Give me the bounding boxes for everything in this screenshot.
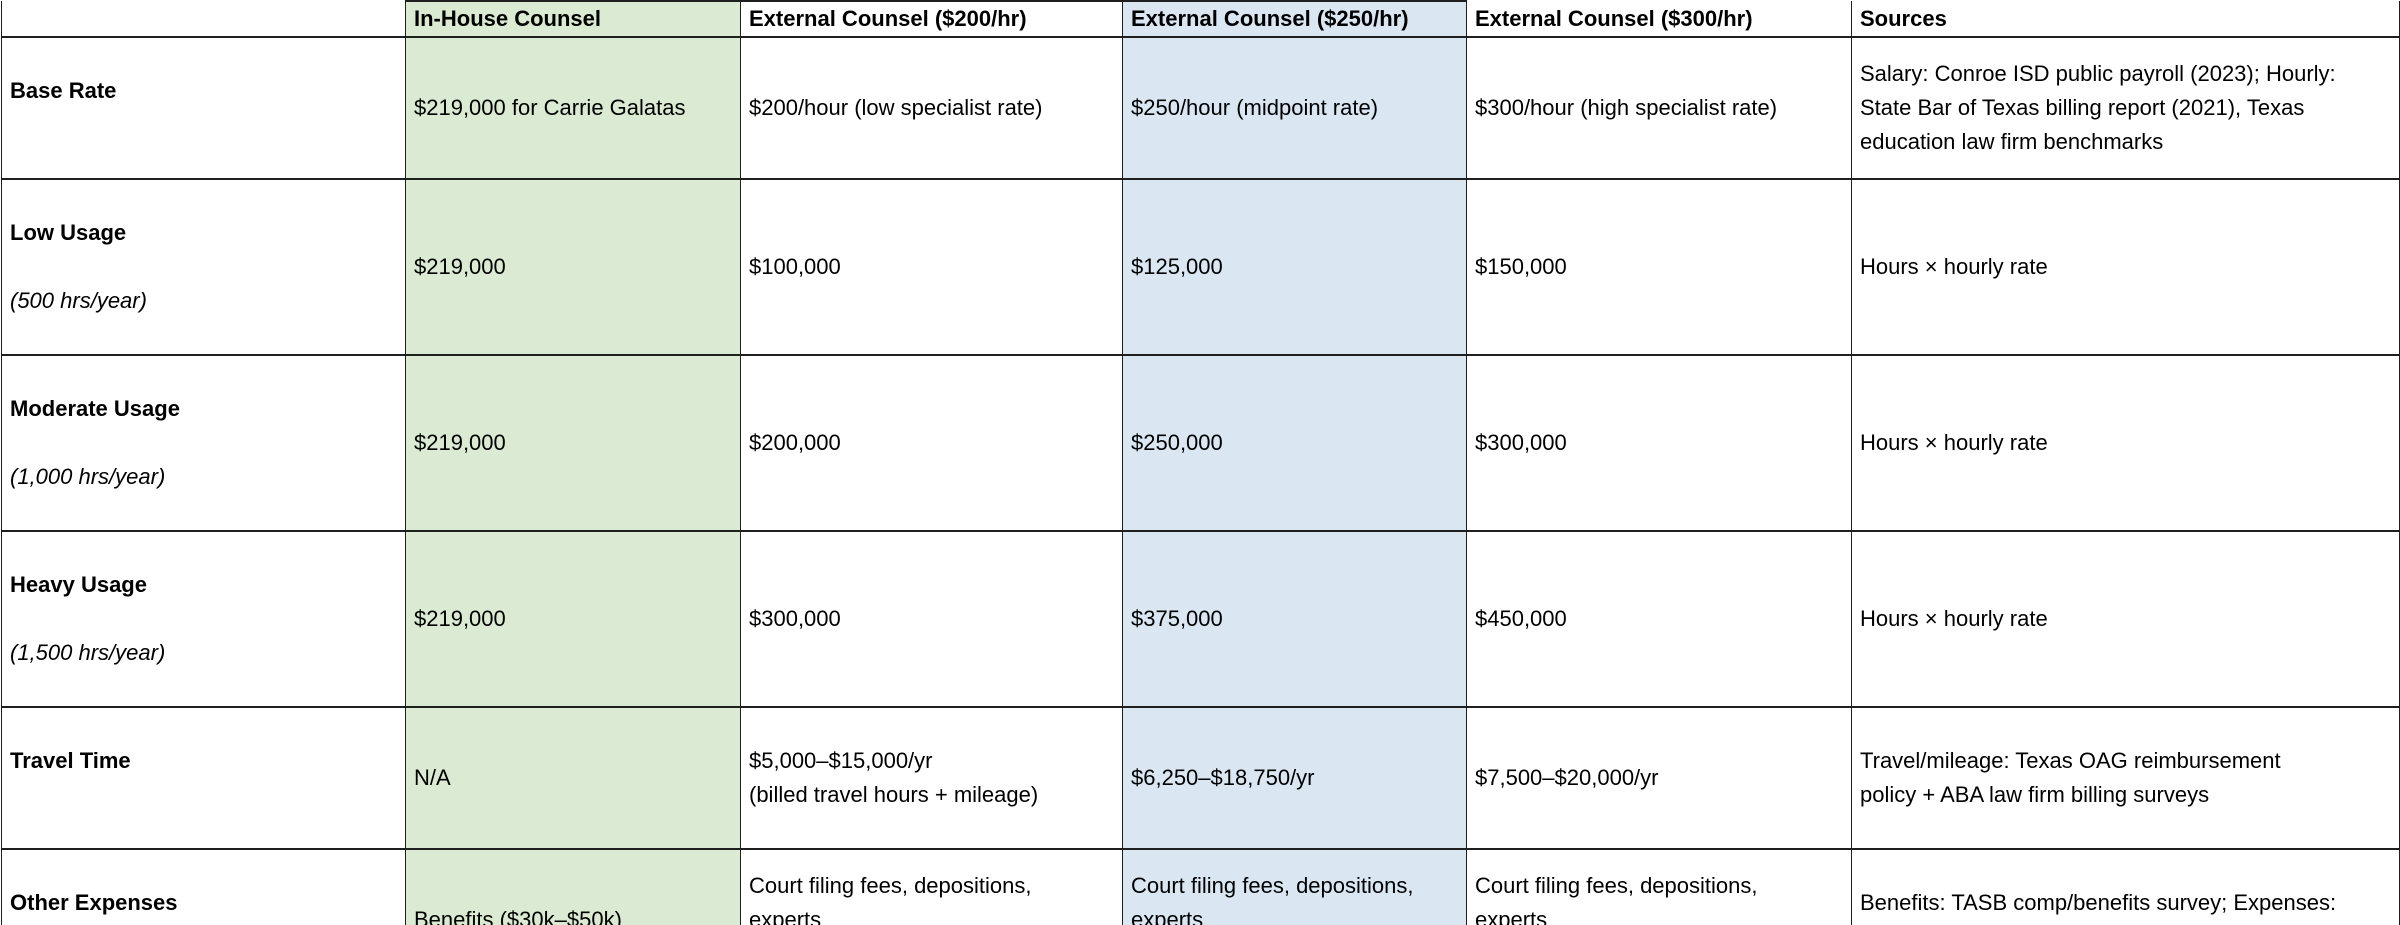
row-title: Base Rate [10, 78, 117, 103]
cell-external-300: $450,000 [1466, 531, 1852, 708]
row-title: Moderate Usage [10, 396, 180, 421]
cell-sources: Salary: Conroe ISD public payroll (2023)… [1851, 37, 2400, 180]
table-row-moderate-usage: Moderate Usage (1,000 hrs/year) $219,000… [1, 355, 2400, 532]
row-title: Low Usage [10, 220, 127, 245]
cell-sources: Hours × hourly rate [1851, 179, 2400, 356]
col-header-row-labels [1, 1, 406, 38]
row-subtitle: (1,000 hrs/year) [10, 464, 166, 489]
row-label-other-expenses: Other Expenses [1, 849, 406, 925]
cell-external-300: $7,500–$20,000/yr [1466, 707, 1852, 850]
col-header-in-house-counsel: In-House Counsel [405, 0, 741, 38]
cell-external-200: $300,000 [740, 531, 1123, 708]
cell-sources: Travel/mileage: Texas OAG reimbursement … [1851, 707, 2400, 850]
col-header-sources: Sources [1851, 1, 2400, 38]
cell-external-200: $200/hour (low specialist rate) [740, 37, 1123, 180]
row-label-low-usage: Low Usage (500 hrs/year) [1, 179, 406, 356]
row-title: Other Expenses [10, 890, 178, 915]
col-header-external-counsel-300: External Counsel ($300/hr) [1466, 1, 1852, 38]
cell-sources: Benefits: TASB comp/benefits survey; Exp… [1851, 849, 2400, 925]
row-title: Heavy Usage [10, 572, 147, 597]
cell-external-300: Court filing fees, depositions, experts … [1466, 849, 1852, 925]
cell-external-300: $300/hour (high specialist rate) [1466, 37, 1852, 180]
row-label-travel-time: Travel Time [1, 707, 406, 850]
cell-external-200: $5,000–$15,000/yr (billed travel hours +… [740, 707, 1123, 850]
table-row-base-rate: Base Rate $219,000 for Carrie Galatas $2… [1, 37, 2400, 180]
cell-sources: Hours × hourly rate [1851, 531, 2400, 708]
cell-external-250: $250,000 [1122, 355, 1467, 532]
cell-in-house: $219,000 for Carrie Galatas [405, 37, 741, 180]
cell-in-house: $219,000 [405, 531, 741, 708]
table-row-low-usage: Low Usage (500 hrs/year) $219,000 $100,0… [1, 179, 2400, 356]
cell-external-200: $200,000 [740, 355, 1123, 532]
cell-external-250: Court filing fees, depositions, experts … [1122, 849, 1467, 925]
cell-in-house: Benefits ($30k–$50k) [405, 849, 741, 925]
cell-external-250: $375,000 [1122, 531, 1467, 708]
cell-external-200: $100,000 [740, 179, 1123, 356]
cell-in-house: N/A [405, 707, 741, 850]
col-header-external-counsel-250: External Counsel ($250/hr) [1122, 0, 1467, 38]
table-row-other-expenses: Other Expenses Benefits ($30k–$50k) Cour… [1, 849, 2400, 925]
cell-sources: Hours × hourly rate [1851, 355, 2400, 532]
cell-in-house: $219,000 [405, 355, 741, 532]
table-row-travel-time: Travel Time N/A $5,000–$15,000/yr (bille… [1, 707, 2400, 850]
row-label-base-rate: Base Rate [1, 37, 406, 180]
cell-external-300: $150,000 [1466, 179, 1852, 356]
row-label-heavy-usage: Heavy Usage (1,500 hrs/year) [1, 531, 406, 708]
col-header-external-counsel-200: External Counsel ($200/hr) [740, 0, 1123, 38]
cell-external-300: $300,000 [1466, 355, 1852, 532]
cell-external-250: $6,250–$18,750/yr [1122, 707, 1467, 850]
row-label-moderate-usage: Moderate Usage (1,000 hrs/year) [1, 355, 406, 532]
cell-external-200: Court filing fees, depositions, experts … [740, 849, 1123, 925]
row-subtitle: (500 hrs/year) [10, 288, 147, 313]
table-row-heavy-usage: Heavy Usage (1,500 hrs/year) $219,000 $3… [1, 531, 2400, 708]
cell-in-house: $219,000 [405, 179, 741, 356]
row-subtitle: (1,500 hrs/year) [10, 640, 166, 665]
cell-external-250: $125,000 [1122, 179, 1467, 356]
header-row: In-House Counsel External Counsel ($200/… [1, 0, 2400, 38]
cell-external-250: $250/hour (midpoint rate) [1122, 37, 1467, 180]
row-title: Travel Time [10, 748, 131, 773]
